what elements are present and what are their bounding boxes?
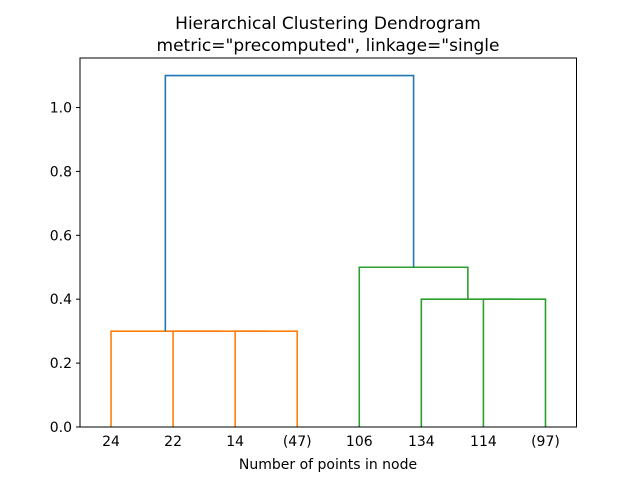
y-tick-label: 0.0 (50, 420, 72, 436)
dendrogram-link-3 (482, 298, 547, 427)
x-axis-title: Number of points in node (239, 457, 417, 473)
y-tick-label: 0.8 (50, 164, 72, 180)
x-axis-leaf-labels: 24 22 14 (47) 106 134 114 (97) (102, 434, 560, 450)
leaf-label: 24 (102, 434, 120, 450)
leaf-label: (97) (531, 434, 560, 450)
leaf-label: 22 (164, 434, 182, 450)
chart-subtitle: metric="precomputed", linkage="single (157, 36, 500, 56)
leaf-label: 134 (408, 434, 435, 450)
plot-area-border (79, 57, 577, 428)
dendrogram-link-2 (110, 330, 220, 427)
dendrogram-link-5 (358, 266, 469, 427)
dendrogram-link-6 (164, 74, 415, 332)
dendrogram-links (110, 74, 547, 427)
leaf-label: 114 (470, 434, 497, 450)
y-tick-label: 1.0 (50, 101, 72, 117)
y-tick-label: 0.2 (50, 356, 72, 372)
leaf-label: 106 (346, 434, 373, 450)
y-tick-label: 0.6 (50, 228, 72, 244)
dendrogram-link-0 (234, 330, 299, 427)
leaf-label: 14 (226, 434, 244, 450)
chart-title: Hierarchical Clustering Dendrogram (175, 14, 481, 34)
leaf-label: (47) (283, 434, 312, 450)
dendrogram-link-1 (172, 330, 267, 427)
y-tick-label: 0.4 (50, 292, 72, 308)
dendrogram-link-4 (420, 298, 515, 427)
y-axis-ticks: 0.0 0.2 0.4 0.6 0.8 1.0 (50, 101, 80, 436)
